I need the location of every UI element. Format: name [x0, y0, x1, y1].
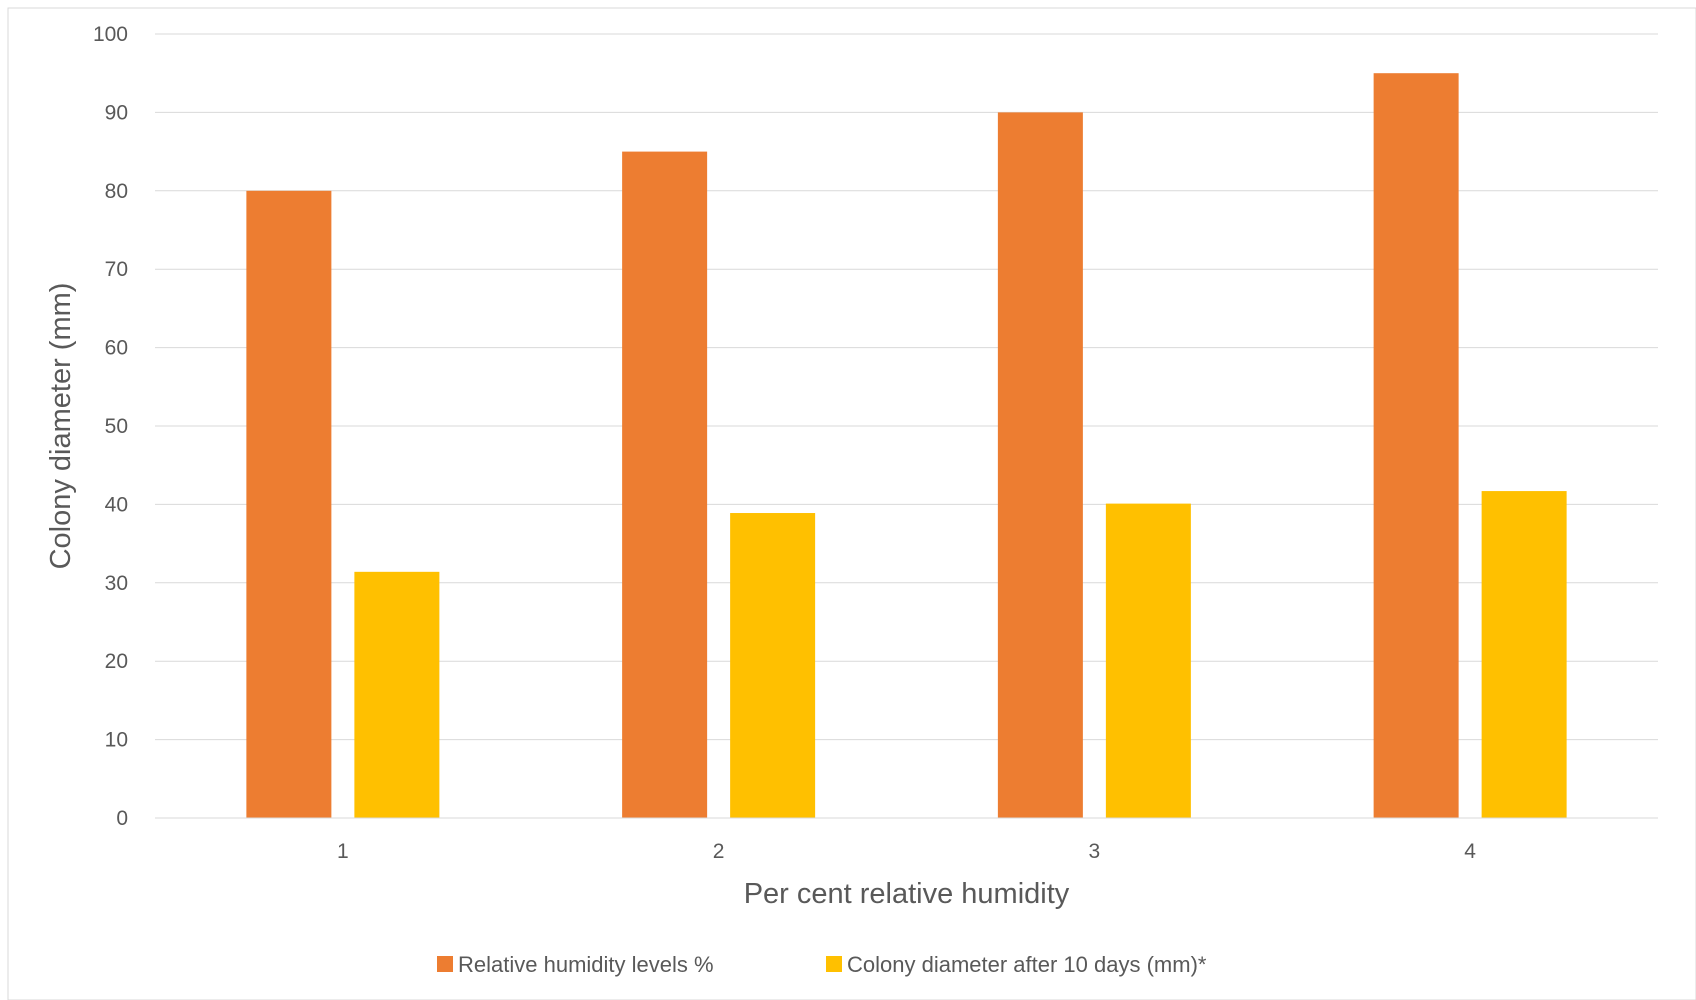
legend-label: Relative humidity levels % [458, 952, 714, 977]
x-axis-title: Per cent relative humidity [744, 878, 1070, 910]
bar [246, 190, 332, 819]
y-tick-label: 100 [93, 23, 128, 46]
y-tick-label: 50 [105, 415, 128, 438]
legend-label: Colony diameter after 10 days (mm)* [847, 952, 1207, 977]
bar [1481, 491, 1567, 818]
x-axis-tick-labels: 1 2 3 4 [337, 840, 1476, 863]
bar [622, 151, 708, 819]
y-axis-title: Colony diameter (mm) [45, 283, 77, 570]
y-tick-label: 60 [105, 337, 128, 360]
legend-swatch [437, 956, 453, 972]
x-tick-label: 4 [1464, 840, 1476, 863]
y-tick-label: 70 [105, 258, 128, 281]
bar [354, 571, 440, 818]
y-tick-label: 10 [105, 729, 128, 752]
bars [246, 73, 1567, 819]
x-tick-label: 1 [337, 840, 349, 863]
bar [1105, 503, 1191, 818]
y-tick-label: 80 [105, 180, 128, 203]
bar [997, 112, 1083, 818]
legend: Relative humidity levels % Colony diamete… [437, 952, 1207, 977]
y-tick-label: 20 [105, 650, 128, 673]
y-tick-label: 30 [105, 572, 128, 595]
y-tick-label: 90 [105, 101, 128, 124]
legend-swatch [826, 956, 842, 972]
y-tick-label: 40 [105, 493, 128, 516]
x-tick-label: 3 [1089, 840, 1101, 863]
y-axis-tick-labels: 0 10 20 30 40 50 60 70 80 90 100 [93, 23, 128, 830]
x-tick-label: 2 [713, 840, 725, 863]
bar [730, 513, 816, 818]
y-tick-label: 0 [116, 807, 128, 830]
bar [1373, 73, 1459, 818]
